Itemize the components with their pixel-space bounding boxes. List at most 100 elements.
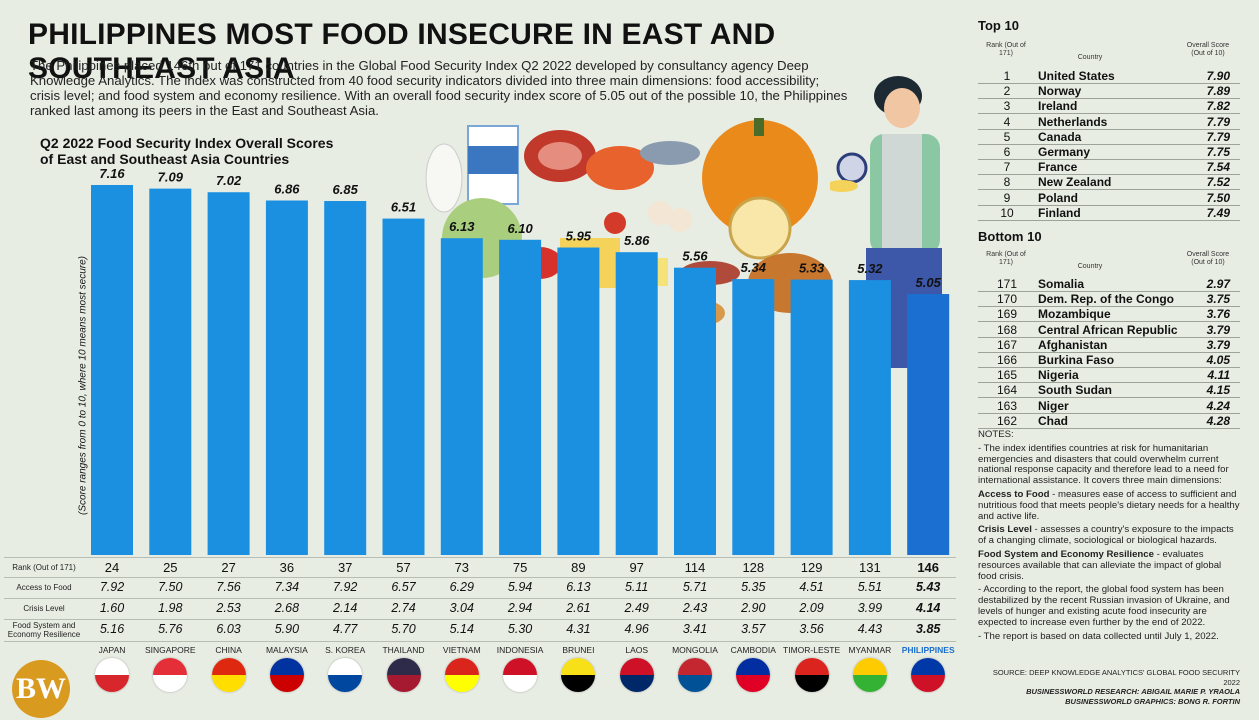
top10-title: Top 10	[978, 18, 1019, 33]
note-crisis: Crisis Level - assesses a country's expo…	[978, 524, 1234, 547]
ranking-row: 6 Germany 7.75	[978, 144, 1240, 160]
ranking-row: 170 Dem. Rep. of the Congo 3.75	[978, 291, 1240, 308]
ranking-row: 8 New Zealand 7.52	[978, 174, 1240, 191]
bar-brunei	[557, 247, 600, 555]
ranking-row: 169 Mozambique 3.76	[978, 306, 1240, 323]
score-cell: 7.79	[1206, 129, 1230, 144]
country-cell: Nigeria	[1038, 368, 1079, 383]
bar-china	[207, 192, 250, 556]
headline: PHILIPPINES MOST FOOD INSECURE IN EAST A…	[28, 18, 776, 85]
table-cell-access: 4.51	[799, 580, 824, 594]
ranking-row: 1 United States 7.90	[978, 68, 1240, 84]
table-cell-resilience: 3.41	[682, 622, 708, 636]
table-cell-resilience: 4.96	[624, 622, 649, 636]
table-cell-crisis: 1.98	[158, 601, 183, 615]
country-label: JAPAN	[98, 645, 126, 655]
flag-icon-malaysia	[269, 658, 304, 692]
country-cell: Finland	[1038, 205, 1081, 220]
flag-icon-philippines	[911, 658, 946, 692]
note-report: - According to the report, the global fo…	[978, 584, 1230, 628]
bottom10-rank-header: Rank (Out of 171)	[986, 251, 1026, 266]
rank-cell: 169	[996, 307, 1018, 322]
score-cell: 7.54	[1206, 160, 1230, 175]
table-cell-rank: 37	[337, 560, 353, 575]
table-cell-crisis: 2.74	[391, 601, 416, 615]
table-cell-access: 6.13	[566, 580, 591, 594]
table-cell-crisis: 2.49	[624, 601, 649, 615]
ranking-row: 7 France 7.54	[978, 159, 1240, 176]
notes: NOTES: - The index identifies countries …	[978, 429, 1240, 645]
country-cell: New Zealand	[1038, 175, 1112, 190]
score-cell: 4.24	[1206, 398, 1230, 413]
pumpkin-icon	[702, 120, 818, 236]
table-cell-rank: 128	[742, 560, 765, 575]
country-cell: Dem. Rep. of the Congo	[1038, 292, 1174, 307]
table-cell-access: 7.92	[99, 580, 125, 594]
table-cell-access: 6.29	[449, 580, 474, 594]
bar-timor-leste	[790, 279, 833, 555]
flag-icon-thailand	[386, 658, 421, 692]
country-label: PHILIPPINES	[901, 645, 955, 655]
bar-philippines	[907, 294, 950, 555]
rank-cell: 166	[996, 353, 1018, 367]
country-cell: France	[1038, 160, 1078, 175]
table-cell-rank: 97	[629, 560, 644, 575]
table-cell-resilience: 5.30	[507, 622, 533, 636]
country-label: CAMBODIA	[730, 645, 776, 655]
flag-icon-singapore	[153, 658, 188, 692]
bar-value-label: 6.85	[333, 182, 359, 197]
score-cell: 7.49	[1206, 205, 1230, 220]
table-cell-resilience: 3.85	[916, 622, 941, 636]
country-label: CHINA	[215, 645, 242, 655]
rank-cell: 4	[1003, 114, 1011, 129]
rank-cell: 10	[1000, 205, 1014, 220]
bar-value-label: 5.32	[857, 261, 883, 276]
ranking-row: 4 Netherlands 7.79	[978, 114, 1240, 130]
bar-thailand	[382, 218, 425, 555]
country-label: LAOS	[625, 645, 649, 655]
table-cell-resilience: 5.76	[158, 622, 183, 636]
table-cell-crisis: 2.94	[507, 601, 533, 615]
score-cell: 7.90	[1206, 69, 1230, 83]
flag-icon-mongolia	[678, 658, 712, 692]
table-cell-access: 7.34	[274, 580, 300, 594]
table-cell-rank: 114	[684, 560, 706, 575]
table-cell-access: 5.51	[857, 580, 883, 594]
bar-laos	[615, 252, 658, 555]
bar-myanmar	[848, 280, 891, 555]
ranking-row: 5 Canada 7.79	[978, 129, 1240, 145]
country-label: MALAYSIA	[265, 645, 308, 655]
table-cell-rank: 146	[917, 560, 940, 575]
bottom10-score-header: Overall Score (Out of 10)	[1186, 251, 1230, 266]
bar-mongolia	[674, 267, 716, 555]
score-cell: 7.52	[1206, 175, 1230, 190]
flag-icon-timor-leste	[794, 658, 829, 692]
rank-cell: 171	[996, 277, 1018, 291]
table-cell-resilience: 3.56	[799, 622, 824, 636]
country-label: TIMOR-LESTE	[783, 645, 841, 655]
country-cell: Germany	[1038, 145, 1091, 159]
note-data: - The report is based on data collected …	[978, 630, 1219, 642]
bar-value-label: 5.33	[799, 261, 825, 276]
country-label: SINGAPORE	[145, 645, 196, 655]
bar-indonesia	[499, 239, 542, 555]
bar-value-label: 6.13	[449, 219, 475, 234]
flag-icon-cambodia	[736, 658, 771, 692]
credit-source: SOURCE: DEEP KNOWLEDGE ANALYTICS' GLOBAL…	[992, 668, 1240, 687]
table-divider	[4, 641, 956, 642]
country-label: S. KOREA	[325, 645, 366, 655]
bar-value-label: 5.86	[624, 233, 650, 248]
country-label: INDONESIA	[496, 645, 544, 655]
ranking-row: 165 Nigeria 4.11	[978, 367, 1240, 384]
credits: SOURCE: DEEP KNOWLEDGE ANALYTICS' GLOBAL…	[978, 668, 1240, 706]
score-cell: 4.15	[1206, 383, 1230, 398]
flag-icon-indonesia	[503, 658, 538, 692]
table-cell-crisis: 2.53	[216, 601, 241, 615]
bar-japan	[91, 185, 133, 555]
rank-cell: 5	[1003, 129, 1011, 144]
rank-cell: 167	[996, 337, 1018, 352]
country-cell: Niger	[1038, 398, 1069, 413]
table-cell-resilience: 5.70	[391, 622, 416, 636]
bar-value-label: 6.86	[274, 182, 300, 197]
bar-value-label: 7.02	[216, 173, 242, 188]
